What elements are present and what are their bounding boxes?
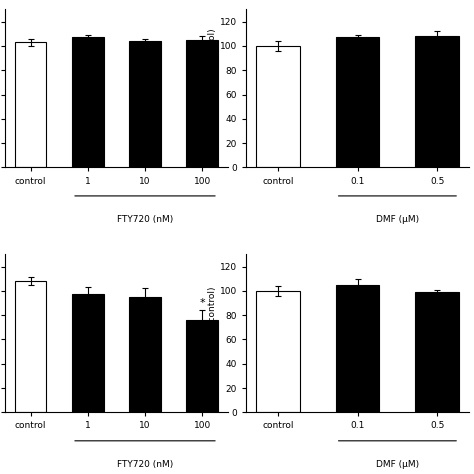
Bar [186, 320, 218, 412]
Text: FTY720 (nM): FTY720 (nM) [117, 460, 173, 469]
Text: FTY720 (nM): FTY720 (nM) [117, 215, 173, 224]
Y-axis label: Cell viability (% of control): Cell viability (% of control) [208, 28, 217, 149]
Bar [72, 37, 103, 167]
Text: DMF (μM): DMF (μM) [376, 215, 419, 224]
Bar [129, 297, 161, 412]
Bar [336, 37, 380, 167]
Bar [129, 41, 161, 167]
Bar [72, 294, 103, 412]
Y-axis label: ΔTEER (% of control): ΔTEER (% of control) [208, 287, 217, 380]
Bar [256, 291, 300, 412]
Bar [186, 40, 218, 167]
Text: *: * [200, 299, 205, 309]
Bar [336, 285, 380, 412]
Bar [415, 36, 459, 167]
Bar [15, 42, 46, 167]
Bar [415, 292, 459, 412]
Bar [15, 281, 46, 412]
Text: DMF (μM): DMF (μM) [376, 460, 419, 469]
Bar [256, 46, 300, 167]
